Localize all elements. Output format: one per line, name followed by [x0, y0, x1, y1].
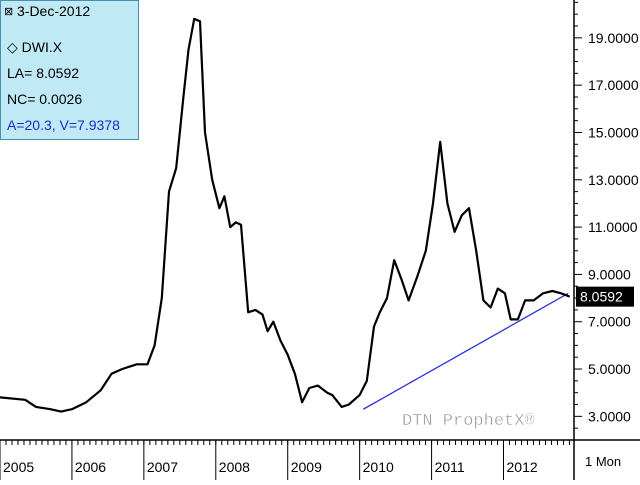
y-tick-label: 5.0000 — [588, 361, 631, 377]
y-tick-label: 7.0000 — [588, 314, 631, 330]
x-tick-label: 2010 — [363, 459, 394, 475]
y-tick-label: 15.0000 — [588, 124, 639, 140]
trendline — [362, 292, 569, 410]
y-tick-label: 19.0000 — [588, 30, 639, 46]
x-tick-label: 2012 — [507, 459, 538, 475]
diamond-icon: ◇ — [7, 39, 18, 55]
info-last: LA= 8.0592 — [7, 65, 80, 81]
y-tick-label: 3.0000 — [588, 408, 631, 424]
info-date: 3-Dec-2012 — [17, 3, 91, 19]
y-tick-label: 17.0000 — [588, 77, 639, 93]
period-label: 1 Mon — [585, 454, 621, 469]
x-tick-label: 2009 — [291, 459, 322, 475]
y-tick-label: 9.0000 — [588, 266, 631, 282]
info-change: NC= 0.0026 — [7, 91, 83, 107]
last-price-label: 8.0592 — [580, 289, 623, 305]
y-tick-label: 13.0000 — [588, 172, 639, 188]
last-price-tag — [576, 286, 634, 307]
x-tick-label: 2008 — [219, 459, 250, 475]
chart-tool-icon: ⊠ — [4, 6, 14, 18]
y-tick-label: 11.0000 — [588, 219, 638, 235]
x-tick-label: 2011 — [435, 459, 465, 475]
info-symbol: DWI.X — [21, 39, 63, 55]
info-symbol-row: ◇ DWI.X — [7, 39, 62, 56]
watermark-text: DTN ProphetX® — [402, 412, 535, 431]
series-line-0 — [0, 17, 571, 413]
info-box: ⊠ 3-Dec-2012 ◇ DWI.X LA= 8.0592 NC= 0.00… — [0, 0, 139, 140]
x-tick-label: 2005 — [3, 459, 34, 475]
info-angle: A=20.3, V=7.9378 — [7, 117, 120, 133]
x-tick-label: 2006 — [75, 459, 106, 475]
x-tick-label: 2007 — [147, 459, 178, 475]
